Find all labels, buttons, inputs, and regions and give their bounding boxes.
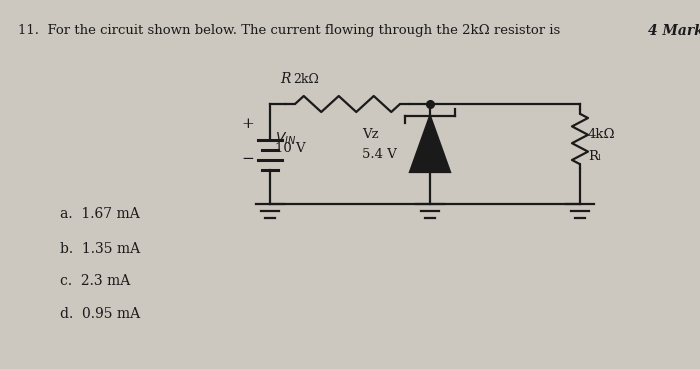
Text: 4kΩ: 4kΩ [588, 128, 615, 141]
Text: c.  2.3 mA: c. 2.3 mA [60, 274, 130, 288]
Text: −: − [241, 152, 254, 166]
Text: +: + [241, 117, 254, 131]
Text: 2kΩ: 2kΩ [293, 73, 319, 86]
Text: 10 V: 10 V [275, 142, 306, 155]
Text: Vz: Vz [362, 128, 379, 141]
Text: b.  1.35 mA: b. 1.35 mA [60, 242, 140, 256]
Text: R: R [280, 72, 290, 86]
Text: 11.  For the circuit shown below. The current flowing through the 2kΩ resistor i: 11. For the circuit shown below. The cur… [18, 24, 560, 37]
Text: Rₗ: Rₗ [588, 149, 601, 162]
Text: d.  0.95 mA: d. 0.95 mA [60, 307, 140, 321]
Text: 5.4 V: 5.4 V [362, 148, 397, 161]
Text: 4 Mark: 4 Mark [648, 24, 700, 38]
Text: $V_{IN}$: $V_{IN}$ [275, 131, 296, 147]
Text: a.  1.67 mA: a. 1.67 mA [60, 207, 140, 221]
Polygon shape [410, 116, 450, 172]
